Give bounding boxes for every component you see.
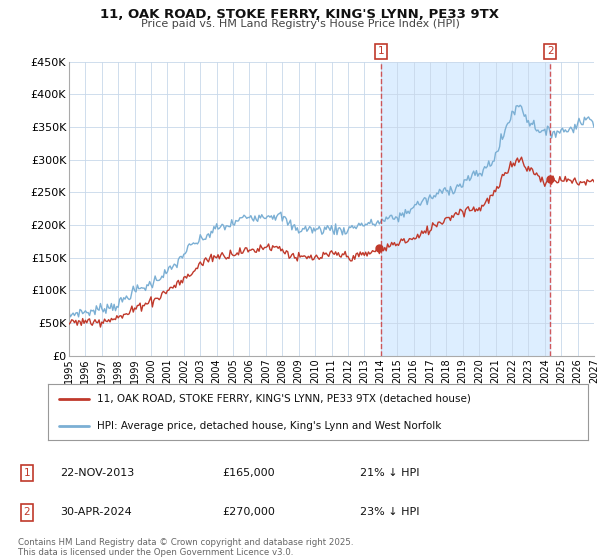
Text: HPI: Average price, detached house, King's Lynn and West Norfolk: HPI: Average price, detached house, King… — [97, 421, 441, 431]
Text: 11, OAK ROAD, STOKE FERRY, KING'S LYNN, PE33 9TX (detached house): 11, OAK ROAD, STOKE FERRY, KING'S LYNN, … — [97, 394, 470, 404]
Text: 22-NOV-2013: 22-NOV-2013 — [60, 468, 134, 478]
Text: Price paid vs. HM Land Registry's House Price Index (HPI): Price paid vs. HM Land Registry's House … — [140, 19, 460, 29]
Text: £270,000: £270,000 — [222, 507, 275, 517]
Text: £165,000: £165,000 — [222, 468, 275, 478]
Text: Contains HM Land Registry data © Crown copyright and database right 2025.
This d: Contains HM Land Registry data © Crown c… — [18, 538, 353, 557]
Text: 1: 1 — [377, 46, 384, 57]
Text: 23% ↓ HPI: 23% ↓ HPI — [360, 507, 419, 517]
Bar — [381, 62, 550, 356]
Text: 11, OAK ROAD, STOKE FERRY, KING'S LYNN, PE33 9TX: 11, OAK ROAD, STOKE FERRY, KING'S LYNN, … — [101, 8, 499, 21]
Text: 30-APR-2024: 30-APR-2024 — [60, 507, 132, 517]
Text: 2: 2 — [23, 507, 31, 517]
Text: 21% ↓ HPI: 21% ↓ HPI — [360, 468, 419, 478]
Text: 2: 2 — [547, 46, 554, 57]
Text: 1: 1 — [23, 468, 31, 478]
